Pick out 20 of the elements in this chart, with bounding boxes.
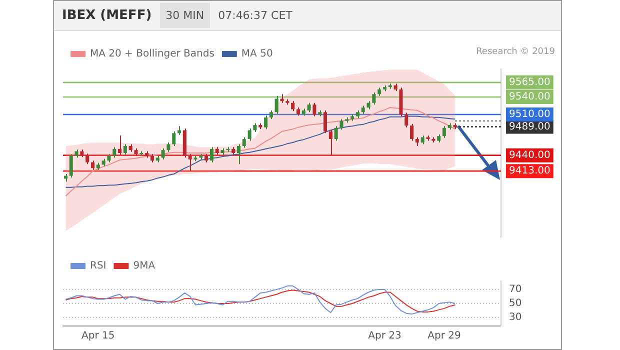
y-tick-label: 70	[509, 284, 522, 296]
y-tick-label: 50	[509, 298, 522, 310]
legend-label: RSI	[90, 260, 106, 272]
y-tick-label: 9510.00	[509, 109, 550, 120]
text: 07:46:37 CET	[218, 9, 292, 22]
x-tick-label: Apr 23	[368, 330, 402, 342]
text: Research © 2019	[476, 47, 555, 57]
y-tick-label: 9489.00	[509, 121, 550, 132]
y-tick-label: 9540.00	[509, 92, 550, 103]
chart-subtitle: 30 MIN	[160, 3, 210, 28]
chart-title: IBEX (MEFF)	[62, 8, 152, 23]
y-tick-label: 9413.00	[509, 166, 550, 177]
legend-label: 9MA	[133, 260, 156, 272]
x-tick-label: Apr 29	[428, 330, 461, 342]
x-tick-label: Apr 15	[82, 330, 115, 342]
y-tick-label: 9440.00	[509, 150, 550, 161]
legend-label: MA 20 + Bollinger Bands	[90, 48, 214, 60]
y-tick-label: 9565.00	[509, 77, 550, 88]
y-tick-label: 30	[509, 312, 522, 324]
legend-label: MA 50	[241, 48, 273, 60]
